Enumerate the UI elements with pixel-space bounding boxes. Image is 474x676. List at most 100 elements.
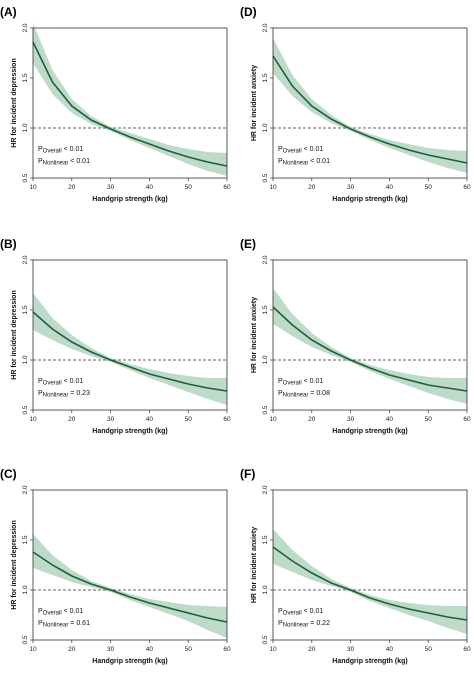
chart-panel-c: 10 20 30 40 50 60 0.5 1.0 1.5 2.0 Handgrip strengt… (0, 467, 231, 665)
chart-panel-f: 10 20 30 40 50 60 0.5 1.0 1.5 2.0 Handgrip strengt… (240, 467, 471, 665)
y-tick-label: 0.5 (262, 635, 269, 644)
panel-label: (C) (0, 467, 17, 481)
chart-panel-e: 10 20 30 40 50 60 0.5 1.0 1.5 2.0 Handgrip strengt… (240, 237, 471, 435)
y-tick-label: 1.5 (262, 535, 269, 544)
y-tick-label: 1.5 (262, 73, 269, 82)
p-nonlinear-text: PNonlinear = 0.61 (38, 620, 90, 629)
x-tick-label: 50 (185, 184, 193, 191)
y-tick-label: 1.0 (22, 585, 29, 594)
p-nonlinear-text: PNonlinear < 0.01 (38, 158, 90, 167)
x-tick-label: 60 (223, 646, 231, 653)
y-axis-label: HR for incident anxiety (251, 65, 258, 141)
x-tick-label: 30 (107, 646, 115, 653)
ci-band (33, 23, 227, 176)
x-tick-label: 30 (107, 184, 115, 191)
plot-frame (32, 489, 228, 641)
x-tick-label: 50 (425, 416, 433, 423)
x-tick-label: 20 (308, 184, 316, 191)
y-axis-label: HR for incident depression (11, 58, 18, 147)
x-tick-label: 60 (463, 184, 471, 191)
x-tick-label: 20 (308, 646, 316, 653)
x-axis-label: Handgrip strength (kg) (92, 658, 167, 665)
chart-panel-a: 10 20 30 40 50 60 0.5 1.0 1.5 2.0 Handgrip strengt… (0, 5, 231, 203)
y-tick-label: 0.5 (22, 173, 29, 182)
p-nonlinear-text: PNonlinear = 0.22 (278, 620, 330, 629)
x-tick-label: 10 (269, 184, 277, 191)
y-tick-label: 2.0 (22, 255, 29, 264)
x-tick-label: 30 (347, 646, 355, 653)
y-axis-label: HR for incident depression (11, 290, 18, 379)
y-tick-label: 2.0 (262, 255, 269, 264)
x-tick-label: 50 (185, 646, 193, 653)
y-tick-label: 2.0 (262, 23, 269, 32)
p-nonlinear-text: PNonlinear = 0.08 (278, 390, 330, 399)
x-tick-label: 30 (107, 416, 115, 423)
x-tick-label: 20 (68, 416, 76, 423)
x-tick-label: 10 (29, 184, 37, 191)
plot-frame (272, 27, 468, 179)
y-tick-label: 1.5 (22, 535, 29, 544)
p-overall-text: POverall < 0.01 (278, 608, 323, 617)
x-tick-label: 20 (68, 184, 76, 191)
y-tick-label: 2.0 (22, 23, 29, 32)
p-overall-text: POverall < 0.01 (38, 378, 83, 387)
p-overall-text: POverall < 0.01 (278, 378, 323, 387)
panel-label: (B) (0, 237, 17, 251)
p-nonlinear-text: PNonlinear = 0.23 (38, 390, 90, 399)
x-tick-label: 50 (425, 646, 433, 653)
x-tick-label: 40 (386, 184, 394, 191)
hr-curve (272, 55, 468, 164)
x-tick-label: 60 (463, 646, 471, 653)
p-nonlinear-text: PNonlinear < 0.01 (278, 158, 330, 167)
x-tick-label: 40 (146, 184, 154, 191)
ci-band (273, 529, 467, 634)
x-axis-label: Handgrip strength (kg) (92, 428, 167, 435)
x-tick-label: 30 (347, 416, 355, 423)
panel-label: (E) (240, 237, 256, 251)
x-tick-label: 60 (463, 416, 471, 423)
panel-label: (F) (240, 467, 255, 481)
p-overall-text: POverall < 0.01 (38, 146, 83, 155)
ci-band (33, 293, 227, 405)
x-tick-label: 20 (308, 416, 316, 423)
plot-frame (272, 259, 468, 411)
y-axis-label: HR for incident anxiety (251, 527, 258, 603)
y-tick-label: 0.5 (22, 405, 29, 414)
p-overall-text: POverall < 0.01 (38, 608, 83, 617)
x-tick-label: 60 (223, 184, 231, 191)
x-axis-label: Handgrip strength (kg) (332, 658, 407, 665)
y-axis-label: HR for incident depression (11, 520, 18, 609)
y-tick-label: 1.0 (262, 123, 269, 132)
x-tick-label: 30 (347, 184, 355, 191)
y-tick-label: 0.5 (22, 635, 29, 644)
x-tick-label: 40 (386, 416, 394, 423)
x-axis-label: Handgrip strength (kg) (332, 428, 407, 435)
hr-curve (32, 551, 228, 623)
x-tick-label: 60 (223, 416, 231, 423)
ci-band (273, 288, 467, 404)
ci-band (33, 534, 227, 638)
p-overall-text: POverall < 0.01 (278, 146, 323, 155)
hr-curve (32, 41, 228, 167)
y-tick-label: 1.5 (22, 305, 29, 314)
chart-panel-d: 10 20 30 40 50 60 0.5 1.0 1.5 2.0 Handgrip strengt… (240, 5, 471, 203)
y-tick-label: 0.5 (262, 405, 269, 414)
y-tick-label: 0.5 (262, 173, 269, 182)
y-tick-label: 1.0 (262, 355, 269, 364)
x-tick-label: 50 (185, 416, 193, 423)
y-tick-label: 1.0 (22, 355, 29, 364)
hr-curve (272, 546, 468, 621)
x-axis-label: Handgrip strength (kg) (92, 196, 167, 203)
x-tick-label: 10 (269, 646, 277, 653)
x-tick-label: 20 (68, 646, 76, 653)
chart-panel-b: 10 20 30 40 50 60 0.5 1.0 1.5 2.0 Handgrip strengt… (0, 237, 231, 435)
y-tick-label: 1.0 (22, 123, 29, 132)
y-axis-label: HR for incident anxiety (251, 297, 258, 373)
x-tick-label: 40 (146, 416, 154, 423)
x-tick-label: 10 (29, 646, 37, 653)
y-tick-label: 1.5 (262, 305, 269, 314)
panel-label: (A) (0, 5, 17, 19)
x-axis-label: Handgrip strength (kg) (332, 196, 407, 203)
hr-curve (272, 306, 468, 392)
